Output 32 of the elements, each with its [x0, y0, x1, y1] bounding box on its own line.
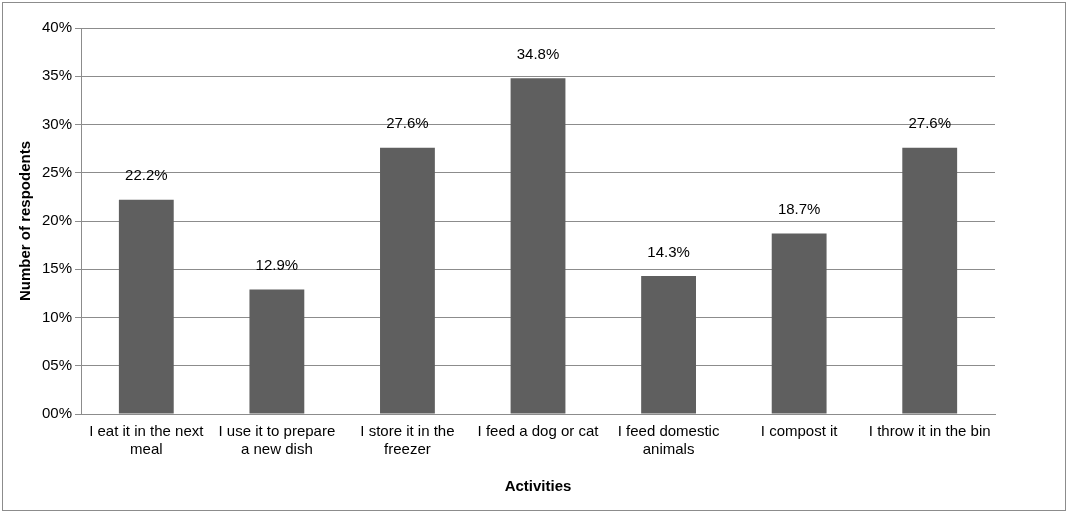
- bar: [118, 199, 174, 414]
- y-tick-label: 05%: [41, 355, 73, 373]
- bar: [510, 78, 566, 414]
- data-label: 12.9%: [255, 256, 299, 274]
- data-label: 22.2%: [125, 166, 168, 184]
- bar: [771, 233, 827, 414]
- x-tick-label: I store it in the freezer: [360, 422, 455, 458]
- y-axis-title: Number of respodents: [16, 140, 34, 302]
- y-tick-label: 25%: [41, 162, 73, 180]
- y-tick-label: 00%: [41, 404, 73, 422]
- x-tick-label: I use it to prepare a new dish: [218, 422, 336, 458]
- y-tick-label: 20%: [41, 211, 73, 229]
- x-tick-label: I feed a dog or cat: [477, 422, 600, 440]
- y-tick-label: 15%: [41, 259, 73, 277]
- data-label: 27.6%: [386, 114, 429, 132]
- x-tick-label: I throw it in the bin: [868, 422, 991, 440]
- y-tick-label: 40%: [41, 18, 73, 36]
- bar: [641, 276, 696, 414]
- x-tick-label: I eat it in the next meal: [89, 422, 205, 458]
- bar: [249, 289, 305, 414]
- x-axis-title: Activities: [504, 477, 572, 495]
- bar: [380, 147, 435, 414]
- data-label: 34.8%: [516, 44, 560, 62]
- y-tick-label: 30%: [41, 114, 73, 132]
- y-tick-label: 35%: [41, 66, 73, 84]
- bar: [902, 147, 958, 414]
- data-label: 18.7%: [777, 200, 821, 218]
- data-label: 14.3%: [647, 242, 690, 260]
- data-label: 27.6%: [908, 114, 951, 132]
- x-tick-label: I feed domestic animals: [617, 422, 720, 458]
- x-tick-label: I compost it: [760, 422, 839, 440]
- y-tick-label: 10%: [41, 307, 73, 325]
